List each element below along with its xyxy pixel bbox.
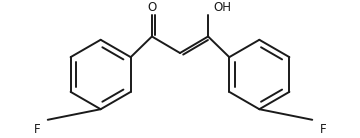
- Text: F: F: [33, 123, 40, 136]
- Text: OH: OH: [213, 1, 231, 14]
- Text: O: O: [147, 1, 157, 14]
- Text: F: F: [320, 123, 327, 136]
